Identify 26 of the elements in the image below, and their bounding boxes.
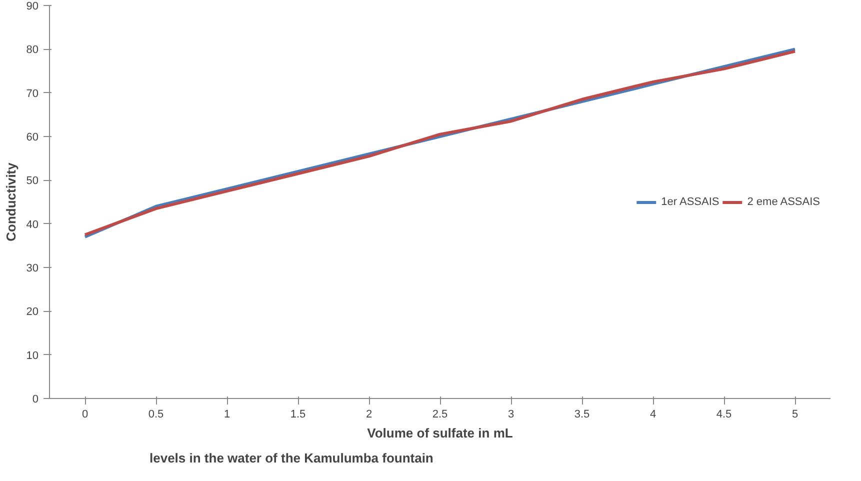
x-tick-label: 0.5 [148,408,164,420]
x-tick-label: 1 [224,408,230,420]
x-tick-label: 5 [792,408,798,420]
x-axis-title: Volume of sulfate in mL [367,426,513,440]
y-tick-label: 30 [26,262,39,274]
y-tick-label: 80 [26,44,39,56]
y-tick-label: 70 [26,88,39,100]
x-tick-label: 1.5 [290,408,306,420]
y-tick-label: 20 [26,306,39,318]
y-tick-label: 10 [26,350,39,362]
legend-label: 1er ASSAIS [661,196,720,208]
x-tick-label: 2.5 [432,408,448,420]
x-tick-label: 4 [650,408,656,420]
y-tick-label: 50 [26,175,39,188]
x-tick-label: 3.5 [574,408,590,420]
x-tick-label: 3 [508,408,514,420]
x-tick-label: 2 [366,408,372,420]
x-tick-label: 4.5 [716,408,732,420]
legend-label: 2 eme ASSAIS [747,196,820,208]
x-tick-label: 0 [82,408,88,420]
y-tick-label: 60 [26,132,39,144]
y-tick-label: 90 [26,0,39,12]
text: levels in the water of the Kamulumba fountain [150,450,434,466]
y-axis-title: Conductivity [3,162,18,242]
y-tick-label: 40 [26,218,39,231]
y-tick-label: 0 [32,394,39,406]
